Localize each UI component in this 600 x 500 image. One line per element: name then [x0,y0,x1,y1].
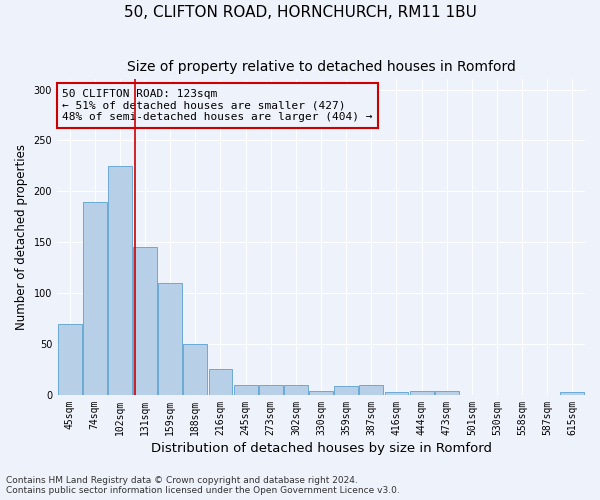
Text: 50, CLIFTON ROAD, HORNCHURCH, RM11 1BU: 50, CLIFTON ROAD, HORNCHURCH, RM11 1BU [124,5,476,20]
Y-axis label: Number of detached properties: Number of detached properties [15,144,28,330]
Bar [309,391,333,395]
Bar [334,386,358,395]
Bar [158,283,182,395]
Text: Contains HM Land Registry data © Crown copyright and database right 2024.
Contai: Contains HM Land Registry data © Crown c… [6,476,400,495]
Bar [83,202,107,395]
Bar [233,385,257,395]
Bar [560,392,584,395]
Bar [284,385,308,395]
Bar [58,324,82,395]
Bar [184,344,207,395]
Bar [108,166,132,395]
Bar [385,392,409,395]
Bar [410,391,434,395]
X-axis label: Distribution of detached houses by size in Romford: Distribution of detached houses by size … [151,442,491,455]
Bar [133,248,157,395]
Bar [359,385,383,395]
Bar [435,391,458,395]
Title: Size of property relative to detached houses in Romford: Size of property relative to detached ho… [127,60,515,74]
Text: 50 CLIFTON ROAD: 123sqm
← 51% of detached houses are smaller (427)
48% of semi-d: 50 CLIFTON ROAD: 123sqm ← 51% of detache… [62,89,373,122]
Bar [259,385,283,395]
Bar [209,370,232,395]
